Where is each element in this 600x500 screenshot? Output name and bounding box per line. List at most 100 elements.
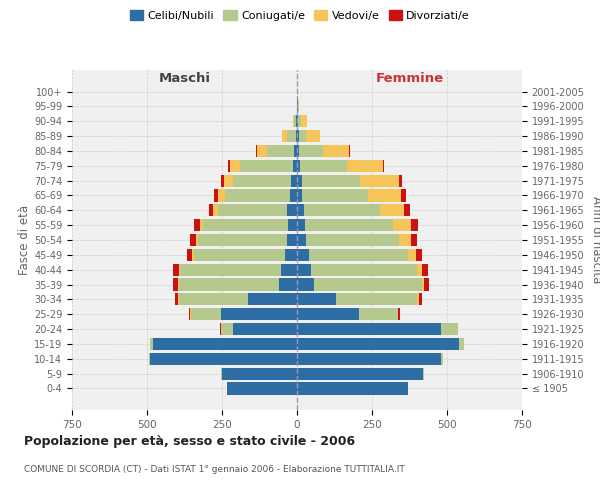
Bar (223, 174, 233, 186)
Bar (323, 145, 349, 157)
Bar (198, 234, 287, 246)
Bar (302, 190, 368, 202)
Bar (419, 294, 422, 306)
Bar (298, 100, 299, 112)
Bar (191, 308, 221, 320)
Bar (256, 145, 257, 157)
Bar (288, 219, 297, 231)
Bar (287, 204, 297, 216)
Bar (302, 174, 360, 186)
Legend: Celibi/Nubili, Coniugati/e, Vedovi/e, Divorziati/e: Celibi/Nubili, Coniugati/e, Vedovi/e, Di… (125, 6, 475, 25)
Bar (421, 264, 428, 276)
Bar (294, 145, 297, 157)
Bar (153, 338, 297, 350)
Bar (411, 219, 418, 231)
Bar (399, 234, 411, 246)
Bar (203, 219, 288, 231)
Bar (297, 160, 300, 172)
Bar (297, 100, 298, 112)
Bar (411, 234, 417, 246)
Bar (257, 145, 267, 157)
Bar (297, 145, 299, 157)
Y-axis label: Fasce di età: Fasce di età (18, 205, 31, 275)
Bar (297, 264, 311, 276)
Bar (233, 174, 291, 186)
Bar (279, 278, 297, 290)
Bar (192, 249, 193, 261)
Bar (190, 234, 196, 246)
Bar (417, 264, 421, 276)
Bar (417, 294, 419, 306)
Text: COMUNE DI SCORDIA (CT) - Dati ISTAT 1° gennaio 2006 - Elaborazione TUTTITALIA.IT: COMUNE DI SCORDIA (CT) - Dati ISTAT 1° g… (24, 465, 405, 474)
Bar (311, 264, 417, 276)
Bar (291, 174, 297, 186)
Bar (297, 234, 306, 246)
Bar (297, 294, 336, 306)
Bar (360, 174, 399, 186)
Bar (300, 160, 347, 172)
Bar (297, 190, 302, 202)
Bar (221, 308, 297, 320)
Text: Popolazione per età, sesso e stato civile - 2006: Popolazione per età, sesso e stato civil… (24, 435, 355, 448)
Bar (287, 234, 297, 246)
Bar (294, 115, 296, 128)
Bar (297, 130, 299, 142)
Bar (297, 368, 423, 380)
Bar (398, 308, 400, 320)
Bar (293, 115, 294, 128)
Bar (297, 382, 408, 394)
Bar (287, 130, 296, 142)
Bar (459, 338, 464, 350)
Bar (179, 278, 279, 290)
Bar (228, 160, 229, 172)
Bar (220, 323, 221, 335)
Bar (193, 249, 285, 261)
Bar (175, 294, 178, 306)
Bar (221, 323, 233, 335)
Bar (221, 174, 223, 186)
Bar (423, 368, 424, 380)
Bar (297, 352, 441, 365)
Bar (393, 219, 411, 231)
Bar (298, 115, 301, 128)
Bar (304, 204, 380, 216)
Text: Maschi: Maschi (158, 72, 211, 86)
Bar (282, 130, 287, 142)
Bar (209, 204, 213, 216)
Bar (309, 249, 408, 261)
Bar (408, 249, 415, 261)
Bar (178, 294, 179, 306)
Bar (240, 160, 293, 172)
Bar (301, 115, 307, 128)
Bar (180, 264, 281, 276)
Bar (218, 204, 287, 216)
Bar (199, 219, 203, 231)
Bar (305, 219, 393, 231)
Bar (297, 219, 305, 231)
Bar (222, 368, 297, 380)
Bar (380, 204, 404, 216)
Bar (150, 338, 153, 350)
Bar (306, 234, 399, 246)
Bar (299, 130, 306, 142)
Bar (188, 308, 190, 320)
Bar (297, 308, 359, 320)
Bar (306, 130, 320, 142)
Bar (293, 160, 297, 172)
Bar (296, 130, 297, 142)
Bar (404, 204, 409, 216)
Bar (187, 249, 192, 261)
Bar (296, 115, 297, 128)
Bar (150, 352, 297, 365)
Bar (297, 174, 302, 186)
Bar (227, 382, 297, 394)
Bar (441, 352, 443, 365)
Bar (297, 323, 441, 335)
Bar (336, 294, 417, 306)
Bar (421, 278, 424, 290)
Bar (299, 145, 323, 157)
Bar (297, 249, 309, 261)
Bar (196, 234, 198, 246)
Bar (415, 249, 422, 261)
Text: Femmine: Femmine (376, 72, 443, 86)
